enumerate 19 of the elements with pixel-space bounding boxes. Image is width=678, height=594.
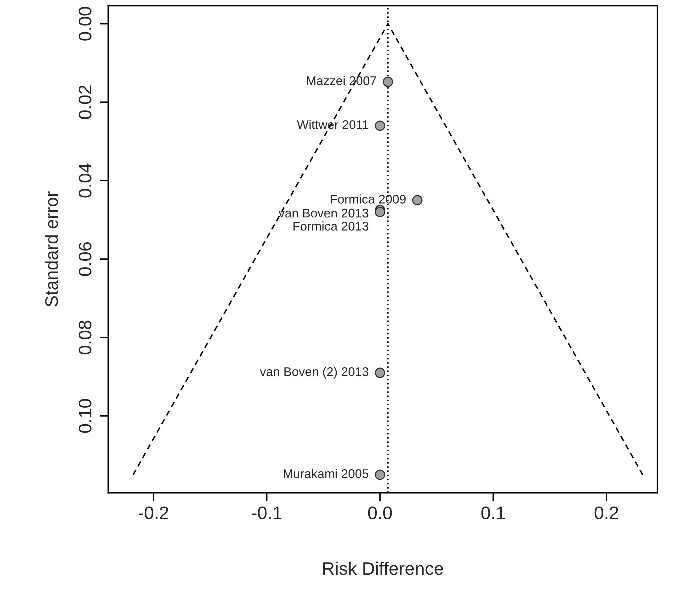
annotation: Mazzei 2007	[307, 76, 376, 86]
y-tick-label: 0.00	[78, 7, 92, 41]
annotation: van Boven (2) 2013	[260, 367, 369, 379]
x-tick-label: -0.2	[139, 506, 168, 520]
x-tick-label: 0.0	[368, 506, 392, 520]
annotation: Formica 2013	[294, 222, 369, 231]
x-axis-title: Risk Difference	[324, 562, 444, 576]
annotation: van Boven 2013	[278, 208, 369, 218]
x-tick-label: -0.1	[252, 506, 282, 520]
y-tick-label: 0.10	[78, 399, 92, 434]
y-tick-label: 0.04	[78, 164, 92, 198]
annotation: Murakami 2005	[284, 469, 369, 478]
y-axis-title: Standard error	[44, 192, 58, 307]
x-tick-label: 0.1	[482, 506, 506, 520]
y-tick-label: 0.02	[78, 86, 92, 120]
annotation: Formica 2009	[331, 194, 406, 204]
x-tick-label: 0.2	[594, 506, 618, 520]
y-tick-label: 0.06	[78, 242, 92, 276]
y-tick-label: 0.08	[78, 320, 92, 355]
